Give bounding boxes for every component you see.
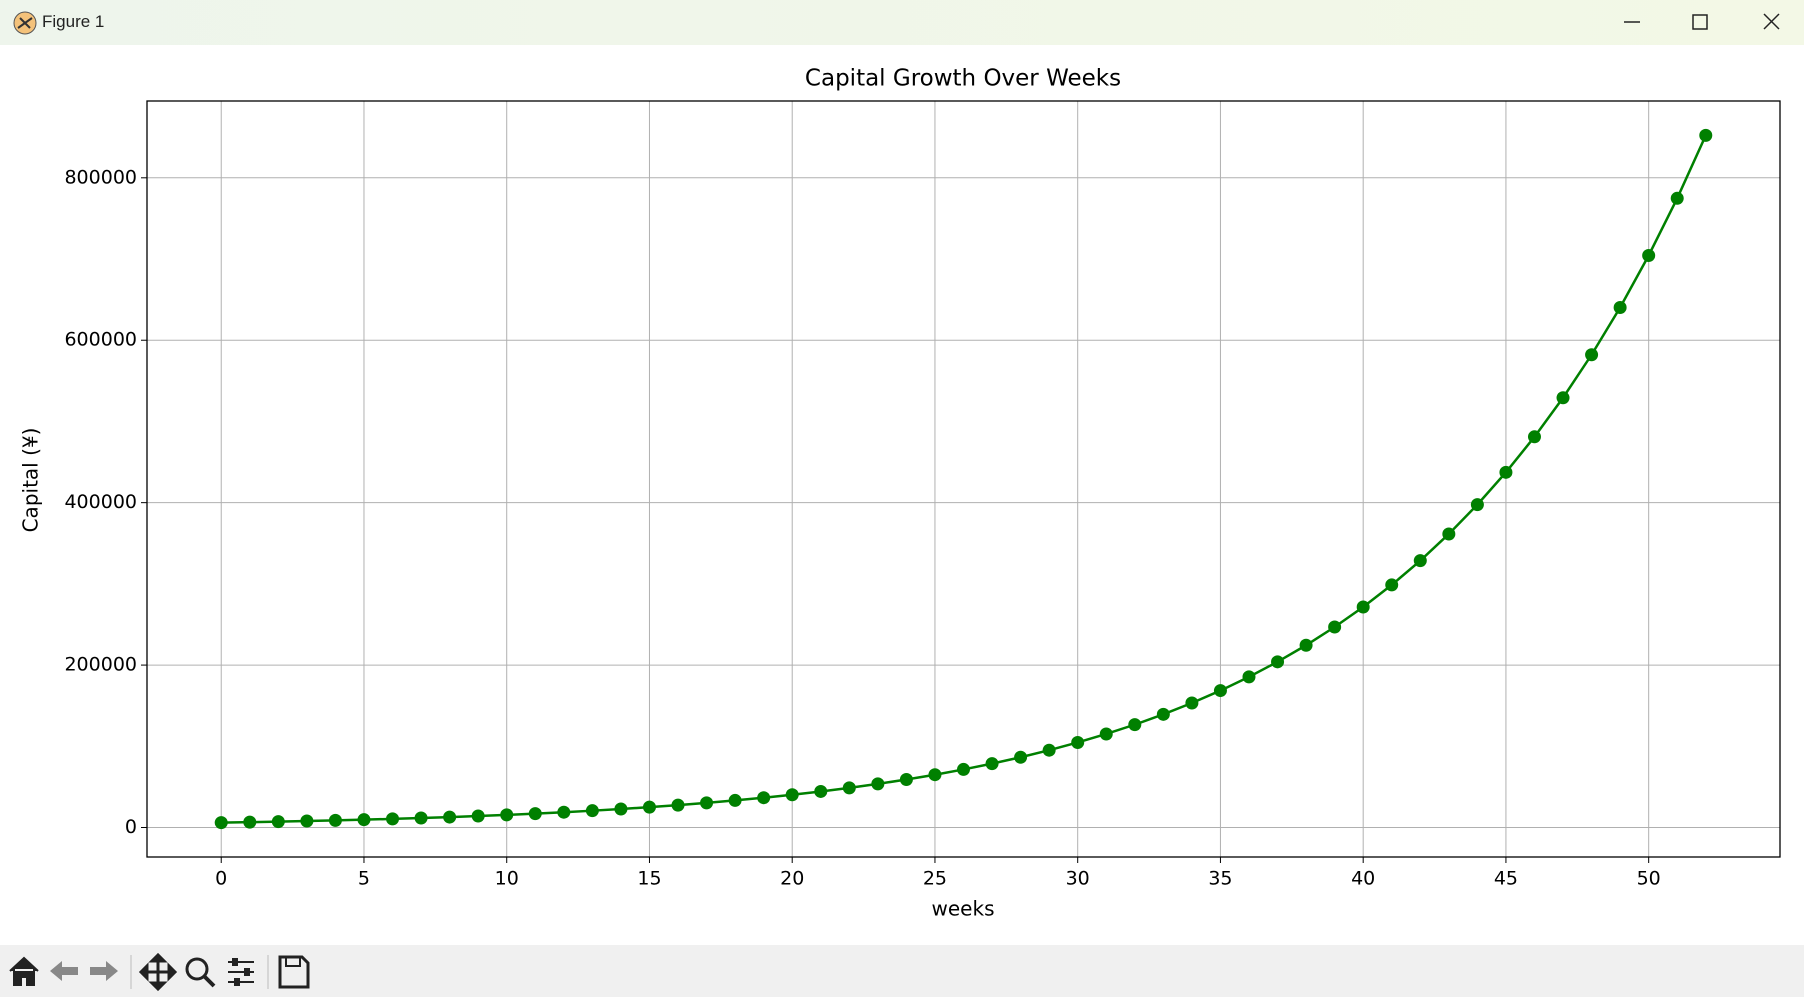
toolbar-icons: [9, 952, 310, 992]
chart: Capital Growth Over Weeks weeks Capital …: [0, 45, 1804, 945]
window-controls: [1624, 13, 1780, 30]
point: [1413, 554, 1427, 568]
point: [614, 802, 628, 816]
y-tick-label: 0: [125, 816, 137, 838]
point: [528, 807, 542, 821]
chart-title: Capital Growth Over Weeks: [805, 66, 1121, 92]
title-bar: Figure 1: [0, 0, 1804, 45]
point: [871, 777, 885, 791]
point: [557, 805, 571, 819]
x-tick-label: 30: [1066, 868, 1090, 890]
point: [1271, 655, 1285, 669]
pan-button[interactable]: [138, 952, 178, 992]
y-tick-label: 400000: [64, 491, 137, 513]
point: [414, 811, 428, 825]
y-tick-label: 800000: [64, 166, 137, 188]
point: [1642, 248, 1656, 262]
point: [1585, 348, 1599, 362]
x-tick-label: 50: [1637, 868, 1661, 890]
point: [985, 757, 999, 771]
point: [471, 809, 485, 823]
zoom-button[interactable]: [185, 957, 209, 981]
point: [728, 793, 742, 807]
x-tick-label: 35: [1208, 868, 1232, 890]
point: [957, 762, 970, 776]
save-button[interactable]: [278, 955, 310, 989]
point: [1128, 718, 1142, 732]
toolbar: [0, 945, 1804, 997]
point: [757, 791, 771, 805]
x-axis-label: weeks: [932, 897, 995, 921]
x-tick-label: 15: [637, 868, 661, 890]
point: [1613, 300, 1627, 314]
point: [814, 784, 828, 798]
point: [1699, 128, 1713, 142]
point: [700, 796, 714, 810]
point: [671, 798, 685, 812]
point: [1156, 707, 1170, 721]
point: [1185, 696, 1199, 710]
point: [1213, 684, 1227, 698]
point: [243, 815, 257, 829]
point: [500, 808, 514, 822]
point: [1556, 391, 1570, 405]
point: [1328, 620, 1342, 634]
point: [328, 813, 342, 827]
point: [1299, 638, 1313, 652]
point: [842, 781, 856, 795]
point: [443, 810, 457, 824]
configure-button[interactable]: [228, 961, 254, 983]
point: [386, 812, 400, 826]
point: [1242, 670, 1256, 684]
point: [1356, 600, 1370, 614]
point: [928, 768, 942, 782]
point: [899, 773, 913, 787]
back-button[interactable]: [50, 961, 78, 981]
point: [1470, 498, 1484, 512]
point: [642, 800, 656, 814]
figure-background: [0, 45, 1804, 945]
app-icon: [13, 11, 37, 35]
point: [1527, 430, 1541, 444]
x-tick-label: 45: [1494, 868, 1518, 890]
x-tick-label: 0: [215, 868, 227, 890]
home-button[interactable]: [9, 956, 39, 986]
forward-button[interactable]: [90, 961, 118, 981]
x-tick-label: 40: [1351, 868, 1375, 890]
point: [271, 815, 285, 829]
point: [357, 813, 371, 827]
point: [1099, 727, 1113, 741]
point: [1042, 743, 1056, 757]
point: [1499, 465, 1513, 479]
point: [1385, 578, 1399, 592]
point: [1014, 750, 1028, 764]
point: [1071, 735, 1085, 749]
plot-frame: [146, 100, 1781, 858]
y-tick-label: 600000: [64, 329, 137, 351]
point: [1442, 527, 1456, 541]
point: [300, 814, 314, 828]
point: [785, 788, 799, 802]
point: [1670, 191, 1684, 205]
close-button[interactable]: [1763, 13, 1780, 30]
x-tick-label: 25: [923, 868, 947, 890]
window-title: Figure 1: [42, 12, 105, 31]
y-axis-label: Capital (¥): [19, 428, 43, 533]
y-tick-label: 200000: [64, 654, 137, 676]
point: [585, 804, 599, 818]
x-tick-label: 5: [358, 868, 370, 890]
point: [214, 816, 228, 830]
x-tick-label: 20: [780, 868, 804, 890]
maximize-button[interactable]: [1692, 14, 1708, 30]
x-tick-label: 10: [495, 868, 519, 890]
